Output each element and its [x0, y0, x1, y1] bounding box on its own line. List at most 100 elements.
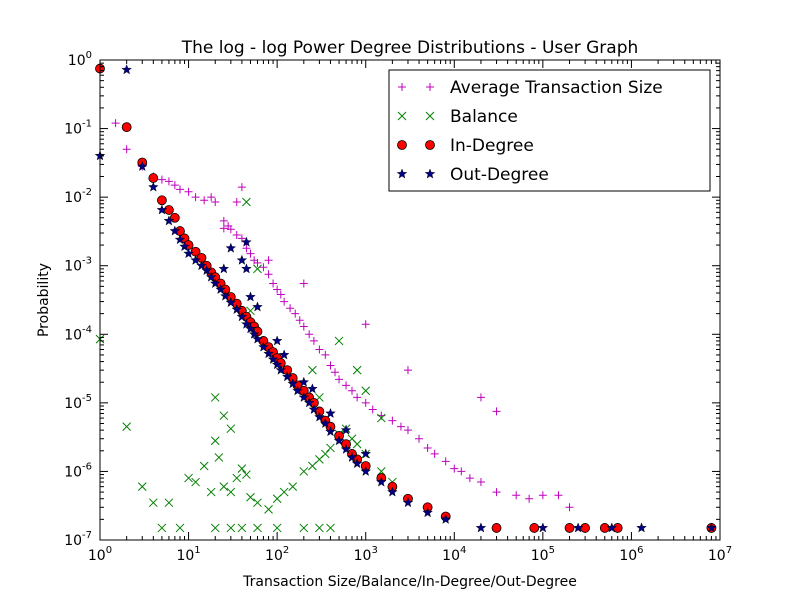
data-point [237, 183, 246, 192]
legend-label-balance: Balance [450, 107, 518, 127]
data-point [245, 291, 256, 302]
data-point [606, 522, 618, 533]
data-point [351, 458, 363, 469]
x-tick-label: 103 [354, 545, 378, 564]
data-point [241, 236, 252, 247]
data-point [538, 491, 547, 500]
data-point [246, 492, 255, 502]
y-tick-label: 10-4 [64, 324, 92, 343]
legend-marker [425, 140, 435, 150]
data-point [164, 498, 174, 508]
data-point [136, 160, 148, 171]
data-point [219, 411, 229, 421]
data-point [184, 473, 193, 483]
legend-marker [397, 111, 407, 121]
data-point [279, 487, 289, 497]
data-point [325, 426, 336, 437]
legend: Average Transaction Size Balance In-Degr… [388, 69, 711, 192]
x-tick-label: 100 [88, 545, 112, 564]
data-point [236, 254, 248, 265]
data-point [346, 451, 358, 462]
data-point [242, 244, 251, 253]
data-point [242, 470, 251, 479]
data-point [169, 225, 181, 236]
data-point [226, 225, 235, 234]
data-point [232, 231, 241, 240]
data-point [360, 465, 372, 476]
data-point [335, 375, 344, 384]
y-tick-label: 10-3 [64, 256, 92, 275]
data-point [299, 279, 308, 288]
data-point [415, 434, 424, 443]
data-point [271, 335, 283, 346]
data-point [308, 365, 317, 375]
data-point [512, 491, 521, 500]
data-point [537, 522, 549, 533]
legend-box [388, 69, 711, 192]
x-tick-label: 102 [265, 545, 289, 564]
data-point [396, 422, 405, 431]
chart-title: The log - log Power Degree Distributions… [181, 38, 639, 58]
data-point [232, 473, 242, 483]
data-point [636, 522, 647, 533]
marks-layer [94, 63, 717, 533]
data-point [226, 487, 236, 497]
data-point [580, 523, 591, 533]
data-point [137, 482, 147, 491]
data-point [308, 461, 317, 471]
data-point [215, 283, 226, 295]
x-tick-label: 101 [176, 545, 200, 564]
data-point [175, 185, 184, 194]
legend-marker [426, 83, 434, 91]
data-point [315, 345, 324, 354]
data-point [271, 359, 283, 370]
data-point [292, 385, 303, 396]
data-point [201, 264, 212, 276]
data-point [298, 391, 310, 402]
data-point [253, 258, 262, 267]
data-point [205, 271, 217, 282]
data-point [288, 482, 298, 491]
data-point [157, 523, 167, 533]
data-point [403, 366, 412, 375]
data-point [207, 193, 216, 202]
data-point [191, 193, 200, 202]
data-point [163, 215, 175, 226]
data-point [199, 461, 209, 471]
data-point [148, 173, 159, 183]
data-point [326, 523, 335, 533]
y-tick-label: 10-5 [64, 393, 92, 412]
data-point [572, 522, 584, 533]
data-point [121, 64, 132, 75]
data-point [252, 301, 263, 312]
data-point [269, 279, 278, 288]
x-tick-label: 107 [708, 545, 732, 564]
data-point [157, 175, 166, 184]
data-point [272, 494, 282, 504]
data-point [298, 376, 310, 387]
data-point [376, 476, 387, 487]
data-point [599, 523, 610, 533]
data-point [295, 316, 304, 325]
data-point [170, 181, 179, 190]
data-point [388, 416, 397, 425]
data-point [347, 386, 356, 395]
data-point [214, 453, 224, 462]
legend-marker [398, 83, 406, 91]
data-point [291, 309, 300, 318]
data-point [360, 448, 372, 459]
data-point [320, 449, 330, 459]
data-point [200, 196, 209, 205]
data-point [191, 477, 200, 487]
data-point [242, 197, 251, 207]
data-point [219, 482, 229, 491]
data-point [368, 405, 377, 414]
data-point [220, 290, 231, 301]
data-point [183, 248, 194, 259]
data-point [259, 263, 268, 272]
data-point [303, 397, 315, 408]
data-point [253, 498, 262, 508]
data-point [308, 403, 320, 415]
data-point [554, 491, 563, 500]
data-point [281, 371, 293, 382]
